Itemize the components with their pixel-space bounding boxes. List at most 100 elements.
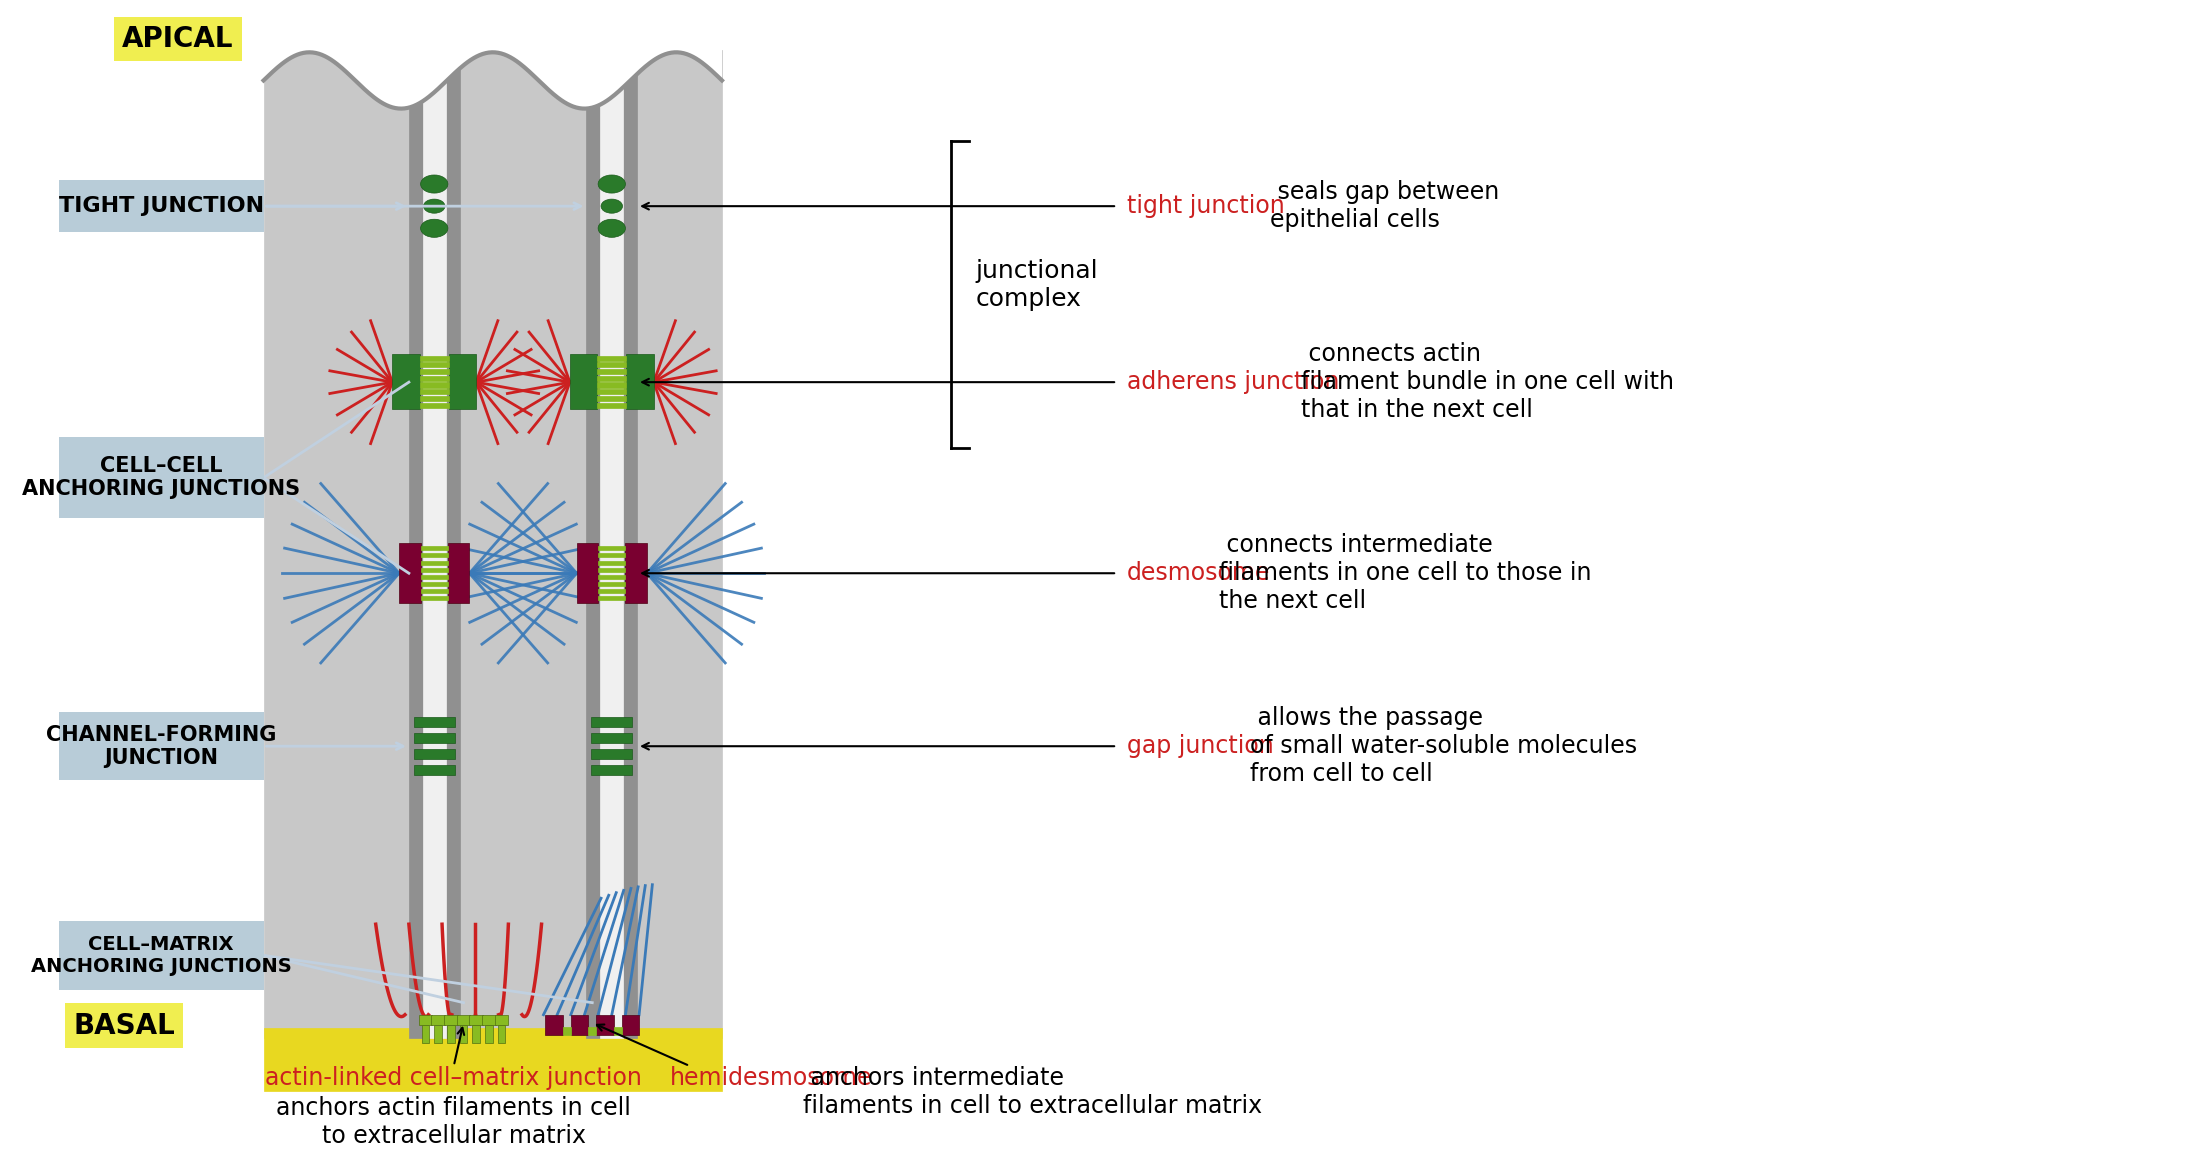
Bar: [432, 1014, 445, 1025]
Bar: [596, 1014, 614, 1035]
Bar: [623, 51, 638, 1037]
Ellipse shape: [599, 220, 625, 237]
Bar: [421, 568, 447, 572]
Text: connects actin
filament bundle in one cell with
that in the next cell: connects actin filament bundle in one ce…: [1300, 343, 1673, 422]
Bar: [596, 362, 627, 367]
Bar: [601, 51, 623, 1037]
Bar: [419, 396, 450, 401]
Bar: [408, 51, 423, 1037]
Ellipse shape: [421, 220, 447, 237]
Bar: [59, 921, 263, 990]
Bar: [263, 51, 721, 1037]
Text: CHANNEL-FORMING
JUNCTION: CHANNEL-FORMING JUNCTION: [46, 724, 276, 768]
Bar: [414, 718, 454, 727]
Bar: [414, 765, 454, 775]
Bar: [263, 1028, 721, 1091]
Bar: [570, 1014, 588, 1035]
Bar: [588, 1027, 596, 1035]
Text: anchors actin filaments in cell
to extracellular matrix: anchors actin filaments in cell to extra…: [276, 1096, 632, 1148]
Bar: [421, 575, 447, 578]
Bar: [496, 1014, 509, 1025]
Bar: [596, 369, 627, 374]
Bar: [482, 1014, 496, 1025]
Bar: [461, 1025, 467, 1043]
Bar: [421, 589, 447, 593]
Bar: [59, 181, 263, 232]
Bar: [450, 354, 476, 409]
Ellipse shape: [599, 175, 625, 193]
Bar: [485, 1025, 493, 1043]
Bar: [421, 582, 447, 586]
Bar: [592, 734, 632, 743]
Bar: [421, 546, 447, 550]
Bar: [469, 1014, 482, 1025]
Bar: [419, 376, 450, 381]
Bar: [414, 734, 454, 743]
Bar: [447, 543, 469, 604]
Text: CELL–CELL
ANCHORING JUNCTIONS: CELL–CELL ANCHORING JUNCTIONS: [22, 457, 300, 499]
Bar: [596, 376, 627, 381]
Bar: [419, 362, 450, 367]
Text: allows the passage
of small water-soluble molecules
from cell to cell: allows the passage of small water-solubl…: [1250, 706, 1636, 785]
Bar: [621, 1014, 638, 1035]
Text: desmosome: desmosome: [1127, 561, 1270, 585]
Bar: [421, 1025, 430, 1043]
Bar: [443, 1014, 458, 1025]
Bar: [570, 354, 596, 409]
Text: CELL–MATRIX
ANCHORING JUNCTIONS: CELL–MATRIX ANCHORING JUNCTIONS: [31, 935, 292, 976]
Text: seals gap between
epithelial cells: seals gap between epithelial cells: [1270, 181, 1500, 232]
Bar: [434, 1025, 443, 1043]
Text: adherens junction: adherens junction: [1127, 370, 1340, 394]
Bar: [498, 1025, 504, 1043]
Bar: [577, 543, 599, 604]
Bar: [59, 712, 263, 781]
Bar: [592, 750, 632, 759]
Polygon shape: [263, 0, 721, 108]
Bar: [456, 1014, 469, 1025]
Bar: [596, 383, 627, 388]
Text: actin-linked cell–matrix junction: actin-linked cell–matrix junction: [265, 1066, 643, 1090]
Bar: [599, 589, 625, 593]
Bar: [599, 582, 625, 586]
Bar: [471, 1025, 480, 1043]
Bar: [421, 560, 447, 565]
Bar: [599, 546, 625, 550]
Bar: [419, 402, 450, 407]
Bar: [625, 543, 647, 604]
Text: hemidesmosome: hemidesmosome: [671, 1066, 873, 1090]
Bar: [627, 354, 654, 409]
Bar: [596, 396, 627, 401]
Bar: [447, 1025, 454, 1043]
Bar: [586, 51, 601, 1037]
Bar: [59, 437, 263, 518]
Text: junctional
complex: junctional complex: [976, 259, 1099, 310]
Bar: [445, 51, 461, 1037]
Bar: [419, 383, 450, 388]
Bar: [423, 51, 445, 1037]
Ellipse shape: [601, 199, 623, 213]
Text: BASAL: BASAL: [72, 1012, 175, 1040]
Bar: [592, 765, 632, 775]
Bar: [599, 596, 625, 600]
Text: TIGHT JUNCTION: TIGHT JUNCTION: [59, 197, 263, 216]
Bar: [419, 369, 450, 374]
Bar: [393, 354, 419, 409]
Bar: [546, 1014, 564, 1035]
Ellipse shape: [423, 199, 445, 213]
Text: anchors intermediate
filaments in cell to extracellular matrix: anchors intermediate filaments in cell t…: [803, 1066, 1263, 1118]
Bar: [399, 543, 421, 604]
Text: tight junction: tight junction: [1127, 194, 1285, 218]
Text: APICAL: APICAL: [123, 25, 235, 53]
Ellipse shape: [421, 175, 447, 193]
Bar: [596, 402, 627, 407]
Bar: [421, 596, 447, 600]
Bar: [419, 355, 450, 361]
Bar: [614, 1027, 621, 1035]
Bar: [592, 718, 632, 727]
Bar: [419, 389, 450, 394]
Text: gap junction: gap junction: [1127, 734, 1274, 758]
Bar: [599, 568, 625, 572]
Bar: [596, 355, 627, 361]
Bar: [599, 575, 625, 578]
Bar: [599, 560, 625, 565]
